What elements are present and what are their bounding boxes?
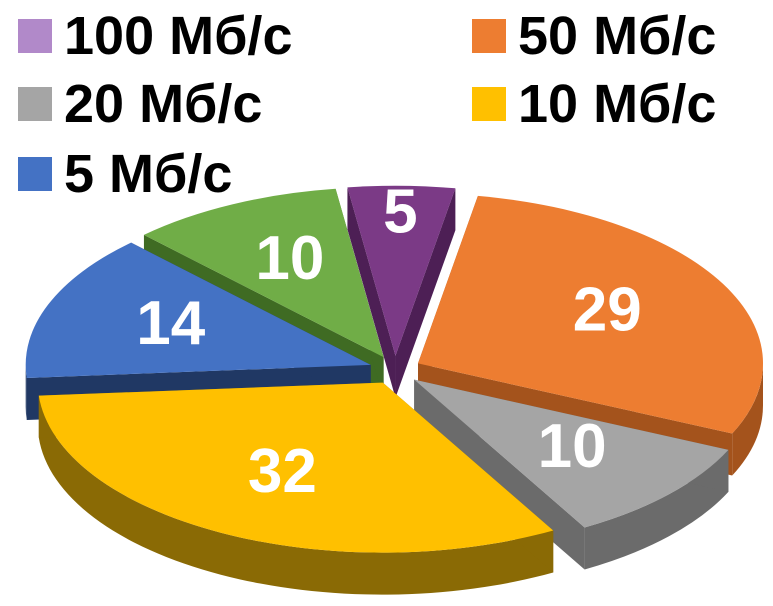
legend-item-20: 20 Мб/с — [18, 74, 262, 134]
slice-data-label: 5 — [383, 178, 417, 247]
slice-data-label: 14 — [136, 289, 205, 358]
legend-label: 5 Мб/с — [64, 144, 233, 204]
legend-swatch-icon — [18, 19, 52, 53]
legend-label: 50 Мб/с — [518, 6, 717, 66]
pie-slice-face — [395, 188, 456, 398]
legend-item-10: 10 Мб/с — [472, 74, 716, 134]
pie-slice-1 — [417, 195, 763, 434]
pie-slice-wall — [732, 363, 763, 476]
pie-slice-2 — [414, 379, 729, 528]
pie-slice-0 — [347, 185, 456, 356]
pie-slice-4 — [25, 242, 371, 378]
legend-label: 20 Мб/с — [64, 74, 263, 134]
pie-slice-wall — [25, 364, 27, 420]
pie-slice-wall — [584, 449, 729, 570]
pie-slice-3 — [38, 382, 554, 553]
legend-item-5: 5 Мб/с — [18, 144, 232, 204]
slice-data-label: 10 — [538, 412, 607, 481]
legend-swatch-icon — [472, 19, 506, 53]
pie-slice-5 — [143, 188, 384, 358]
legend-label: 10 Мб/с — [518, 74, 717, 134]
legend-label: 100 Мб/с — [64, 6, 293, 66]
slice-data-label: 32 — [248, 437, 317, 506]
legend-swatch-icon — [472, 87, 506, 121]
slice-data-label: 10 — [255, 224, 324, 293]
legend-swatch-icon — [18, 157, 52, 191]
pie-slice-wall — [38, 395, 554, 595]
legend-swatch-icon — [18, 87, 52, 121]
chart-legend: 100 Мб/с 50 Мб/с 20 Мб/с 10 Мб/с 5 Мб/с — [0, 0, 773, 210]
legend-item-50: 50 Мб/с — [472, 6, 716, 66]
legend-item-100: 100 Мб/с — [18, 6, 292, 66]
slice-data-label: 29 — [573, 276, 642, 345]
pie-slice-face — [347, 187, 396, 398]
